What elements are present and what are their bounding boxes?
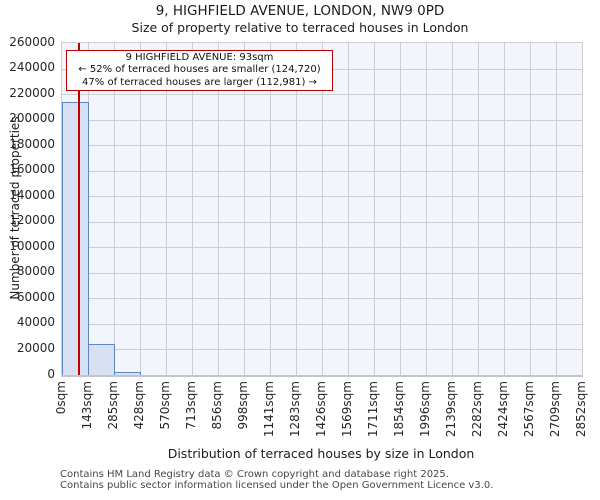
annotation-property-size: 9 HIGHFIELD AVENUE: 93sqm (125, 51, 274, 63)
chart-subtitle: Size of property relative to terraced ho… (131, 20, 469, 35)
x-axis-label: Distribution of terraced houses by size … (167, 446, 475, 461)
gridline-vertical (113, 43, 115, 375)
y-tick-label: 260000 (9, 34, 55, 49)
x-tick-label: 0sqm (54, 381, 68, 415)
x-tick-label: 2139sqm (444, 381, 458, 438)
x-tick-label: 1996sqm (418, 381, 432, 438)
x-tick-label: 713sqm (184, 381, 198, 430)
gridline-vertical (217, 43, 219, 375)
gridline-vertical (399, 43, 401, 375)
histogram-bar (88, 343, 115, 375)
y-tick-label: 80000 (16, 264, 55, 279)
y-tick-label: 20000 (16, 340, 55, 355)
y-tick-label: 0 (47, 366, 55, 381)
gridline-vertical (347, 43, 349, 375)
x-tick-label: 570sqm (158, 381, 172, 430)
x-tick-label: 1426sqm (314, 381, 328, 438)
annotation-smaller-stat: ← 52% of terraced houses are smaller (12… (78, 64, 321, 76)
chart-title: 9, HIGHFIELD AVENUE, LONDON, NW9 0PD (155, 3, 445, 19)
x-tick-label: 428sqm (132, 381, 146, 430)
gridline-vertical (555, 43, 557, 375)
y-tick-label: 220000 (9, 85, 55, 100)
x-tick-label: 1141sqm (262, 381, 276, 438)
gridline-vertical (191, 43, 193, 375)
gridline-vertical (165, 43, 167, 375)
x-tick-label: 1283sqm (288, 381, 302, 438)
y-tick-label: 60000 (16, 289, 55, 304)
y-tick-label: 200000 (9, 111, 55, 126)
gridline-vertical (503, 43, 505, 375)
x-tick-label: 1854sqm (392, 381, 406, 438)
gridline-vertical (139, 43, 141, 375)
gridline-vertical (529, 43, 531, 375)
x-tick-label: 2709sqm (548, 381, 562, 438)
y-tick-label: 100000 (9, 238, 55, 253)
y-tick-label: 160000 (9, 162, 55, 177)
x-tick-label: 2567sqm (522, 381, 536, 438)
property-annotation-box: 9 HIGHFIELD AVENUE: 93sqm ← 52% of terra… (66, 50, 333, 91)
x-tick-label: 2852sqm (574, 381, 588, 438)
gridline-vertical (321, 43, 323, 375)
footer-line-1: Contains HM Land Registry data © Crown c… (60, 469, 449, 480)
x-tick-label: 2424sqm (496, 381, 510, 438)
gridline-vertical (425, 43, 427, 375)
gridline-vertical (373, 43, 375, 375)
x-tick-label: 143sqm (80, 381, 94, 430)
x-tick-label: 998sqm (236, 381, 250, 430)
y-tick-label: 140000 (9, 187, 55, 202)
y-tick-label: 40000 (16, 315, 55, 330)
histogram-bar (62, 102, 89, 375)
footer-line-2: Contains public sector information licen… (60, 479, 494, 491)
copyright-footer: Contains HM Land Registry data © Crown c… (60, 469, 494, 491)
x-tick-label: 2282sqm (470, 381, 484, 438)
plot-area (61, 42, 583, 377)
x-tick-label: 285sqm (106, 381, 120, 430)
gridline-vertical (295, 43, 297, 375)
gridline-vertical (451, 43, 453, 375)
gridline-vertical (477, 43, 479, 375)
y-tick-label: 120000 (9, 213, 55, 228)
x-tick-label: 856sqm (210, 381, 224, 430)
gridline-vertical (243, 43, 245, 375)
y-tick-label: 180000 (9, 136, 55, 151)
histogram-bar (114, 372, 141, 375)
y-tick-label: 240000 (9, 60, 55, 75)
annotation-larger-stat: 47% of terraced houses are larger (112,9… (82, 76, 317, 88)
x-tick-label: 1569sqm (340, 381, 354, 438)
x-tick-label: 1711sqm (366, 381, 380, 438)
property-marker-line (77, 43, 80, 375)
gridline-vertical (269, 43, 271, 375)
